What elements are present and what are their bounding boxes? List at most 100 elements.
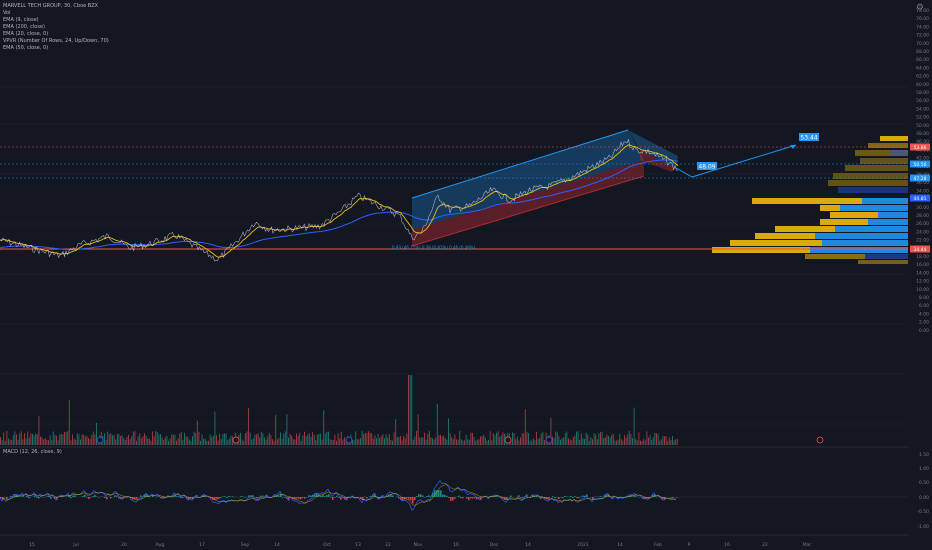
price-tick-label: 68.00 (916, 49, 929, 55)
macd-hist-bar (344, 497, 346, 500)
price-tag (910, 160, 930, 168)
volume-bar (302, 435, 304, 445)
macd-tick-label: 0.00 (919, 495, 929, 501)
legend-ema50[interactable]: EMA (50, close, 0) (3, 45, 49, 51)
volume-bar (644, 440, 646, 445)
macd-hist-bar (626, 496, 628, 497)
macd-hist-bar (634, 495, 636, 497)
time-tick-label: 20 (121, 542, 127, 548)
price-tick-label: 56.00 (916, 98, 929, 104)
volume-bar (510, 440, 512, 445)
macd-hist-bar (570, 495, 572, 497)
volume-bar (603, 438, 605, 445)
macd-hist-bar (244, 497, 246, 498)
macd-hist-bar (0, 497, 2, 498)
macd-hist-bar (472, 497, 474, 499)
macd-legend[interactable]: MACD (12, 26, close, 9) (3, 449, 62, 455)
volume-bar (35, 433, 37, 445)
time-axis[interactable]: 15 Jul 20 Aug 17 Sep 14 Oct 13 22 Nov 16 Dec 14 2021 14… (29, 542, 811, 548)
price-axis[interactable]: 78.00 76.00 74.00 72.00 70.00 68.00 66.00 64.00… (916, 8, 929, 334)
volume-bar (609, 437, 611, 445)
macd-hist-bar (438, 490, 440, 497)
target-label-1[interactable] (799, 133, 819, 141)
price-line (0, 138, 679, 262)
macd-hist-bar (158, 496, 160, 497)
macd-hist-bar (404, 497, 406, 500)
macd-hist-bar (428, 495, 430, 497)
macd-hist-bar (46, 496, 48, 497)
volume-profile (712, 136, 908, 264)
volume-bar (105, 440, 107, 445)
legend-ema20[interactable]: EMA (20, close, 0) (3, 31, 49, 37)
macd-hist-bar (360, 497, 362, 499)
price-tick-label: 42.00 (916, 156, 929, 162)
macd-hist-bar (6, 497, 8, 499)
price-tag-label: 34.44 (914, 247, 927, 253)
volume-bar (230, 435, 232, 445)
volume-bar (569, 439, 571, 445)
volume-bar (600, 431, 601, 445)
volume-bar (406, 433, 408, 445)
macd-hist-bar (436, 490, 438, 497)
volume-bar (36, 434, 38, 445)
macd-hist-bar (644, 497, 646, 500)
volume-bar (670, 440, 672, 445)
time-tick-label: 22 (762, 542, 768, 548)
macd-hist-bar (332, 497, 334, 500)
time-tick-label: 14 (525, 542, 531, 548)
macd-hist-bar (262, 495, 264, 497)
volume-bar (249, 432, 251, 445)
volume-bar (601, 431, 603, 445)
macd-hist-bar (110, 497, 112, 499)
target-label-2[interactable] (697, 162, 717, 170)
macd-hist-bar (618, 497, 620, 499)
volume-bar (126, 436, 128, 445)
volume-bar (636, 440, 638, 445)
time-tick-label: 13 (355, 542, 361, 548)
volume-bar (201, 434, 203, 445)
volume-bar (628, 431, 630, 445)
legend-ema200[interactable]: EMA (200, close) (3, 24, 45, 30)
volume-bar (542, 432, 544, 445)
macd-tick-label: -0.50 (917, 509, 929, 515)
legend-ema9[interactable]: EMA (9, close) (3, 17, 39, 23)
macd-hist-bar (260, 495, 262, 497)
macd-hist-bar (418, 494, 420, 497)
price-tick-label: 22.00 (916, 238, 929, 244)
volume-bar (616, 440, 617, 445)
macd-hist-bar (420, 494, 422, 497)
macd-hist-bar (224, 496, 226, 497)
volume-bar (107, 431, 109, 445)
macd-hist-bar (604, 494, 606, 497)
volume-bar (288, 437, 289, 445)
volume-bar (672, 435, 673, 445)
macd-hist-bar (70, 497, 72, 499)
settings-gear-icon[interactable]: ⚙ (915, 3, 924, 13)
projection-arrows: 53.44 48.09 (675, 133, 819, 178)
volume-bar (393, 432, 395, 445)
time-tick-label: 16 (724, 542, 730, 548)
volume-bar (433, 439, 435, 445)
volume-bar (470, 432, 472, 445)
macd-axis[interactable]: 1.50 1.00 0.50 0.00 -0.50 -1.00 (917, 452, 929, 530)
volume-bar (414, 436, 416, 445)
macd-hist-bar (414, 497, 416, 501)
volume-bar (614, 440, 616, 445)
price-tick-label: 8.00 (919, 295, 929, 301)
volume-bar (430, 437, 432, 445)
macd-hist-bar (156, 496, 158, 497)
volume-bar (128, 434, 129, 445)
price-tag (910, 194, 930, 202)
volume-bar (264, 437, 265, 445)
macd-hist-bar (94, 494, 96, 497)
symbol-title[interactable]: MARVELL TECH GROUP, 30, Cboe BZX (3, 3, 99, 9)
legend-vpvr[interactable]: VPVR (Number Of Rows, 24, Up/Down, 70) (3, 38, 109, 44)
macd-hist-bar (276, 495, 278, 497)
macd-hist-bar (468, 497, 470, 501)
macd-hist-bar (422, 495, 424, 497)
legend-vol[interactable]: Vol (3, 10, 11, 16)
macd-hist-bar (676, 497, 678, 498)
macd-hist-bar (120, 497, 122, 500)
price-tick-label: 48.00 (916, 131, 929, 137)
